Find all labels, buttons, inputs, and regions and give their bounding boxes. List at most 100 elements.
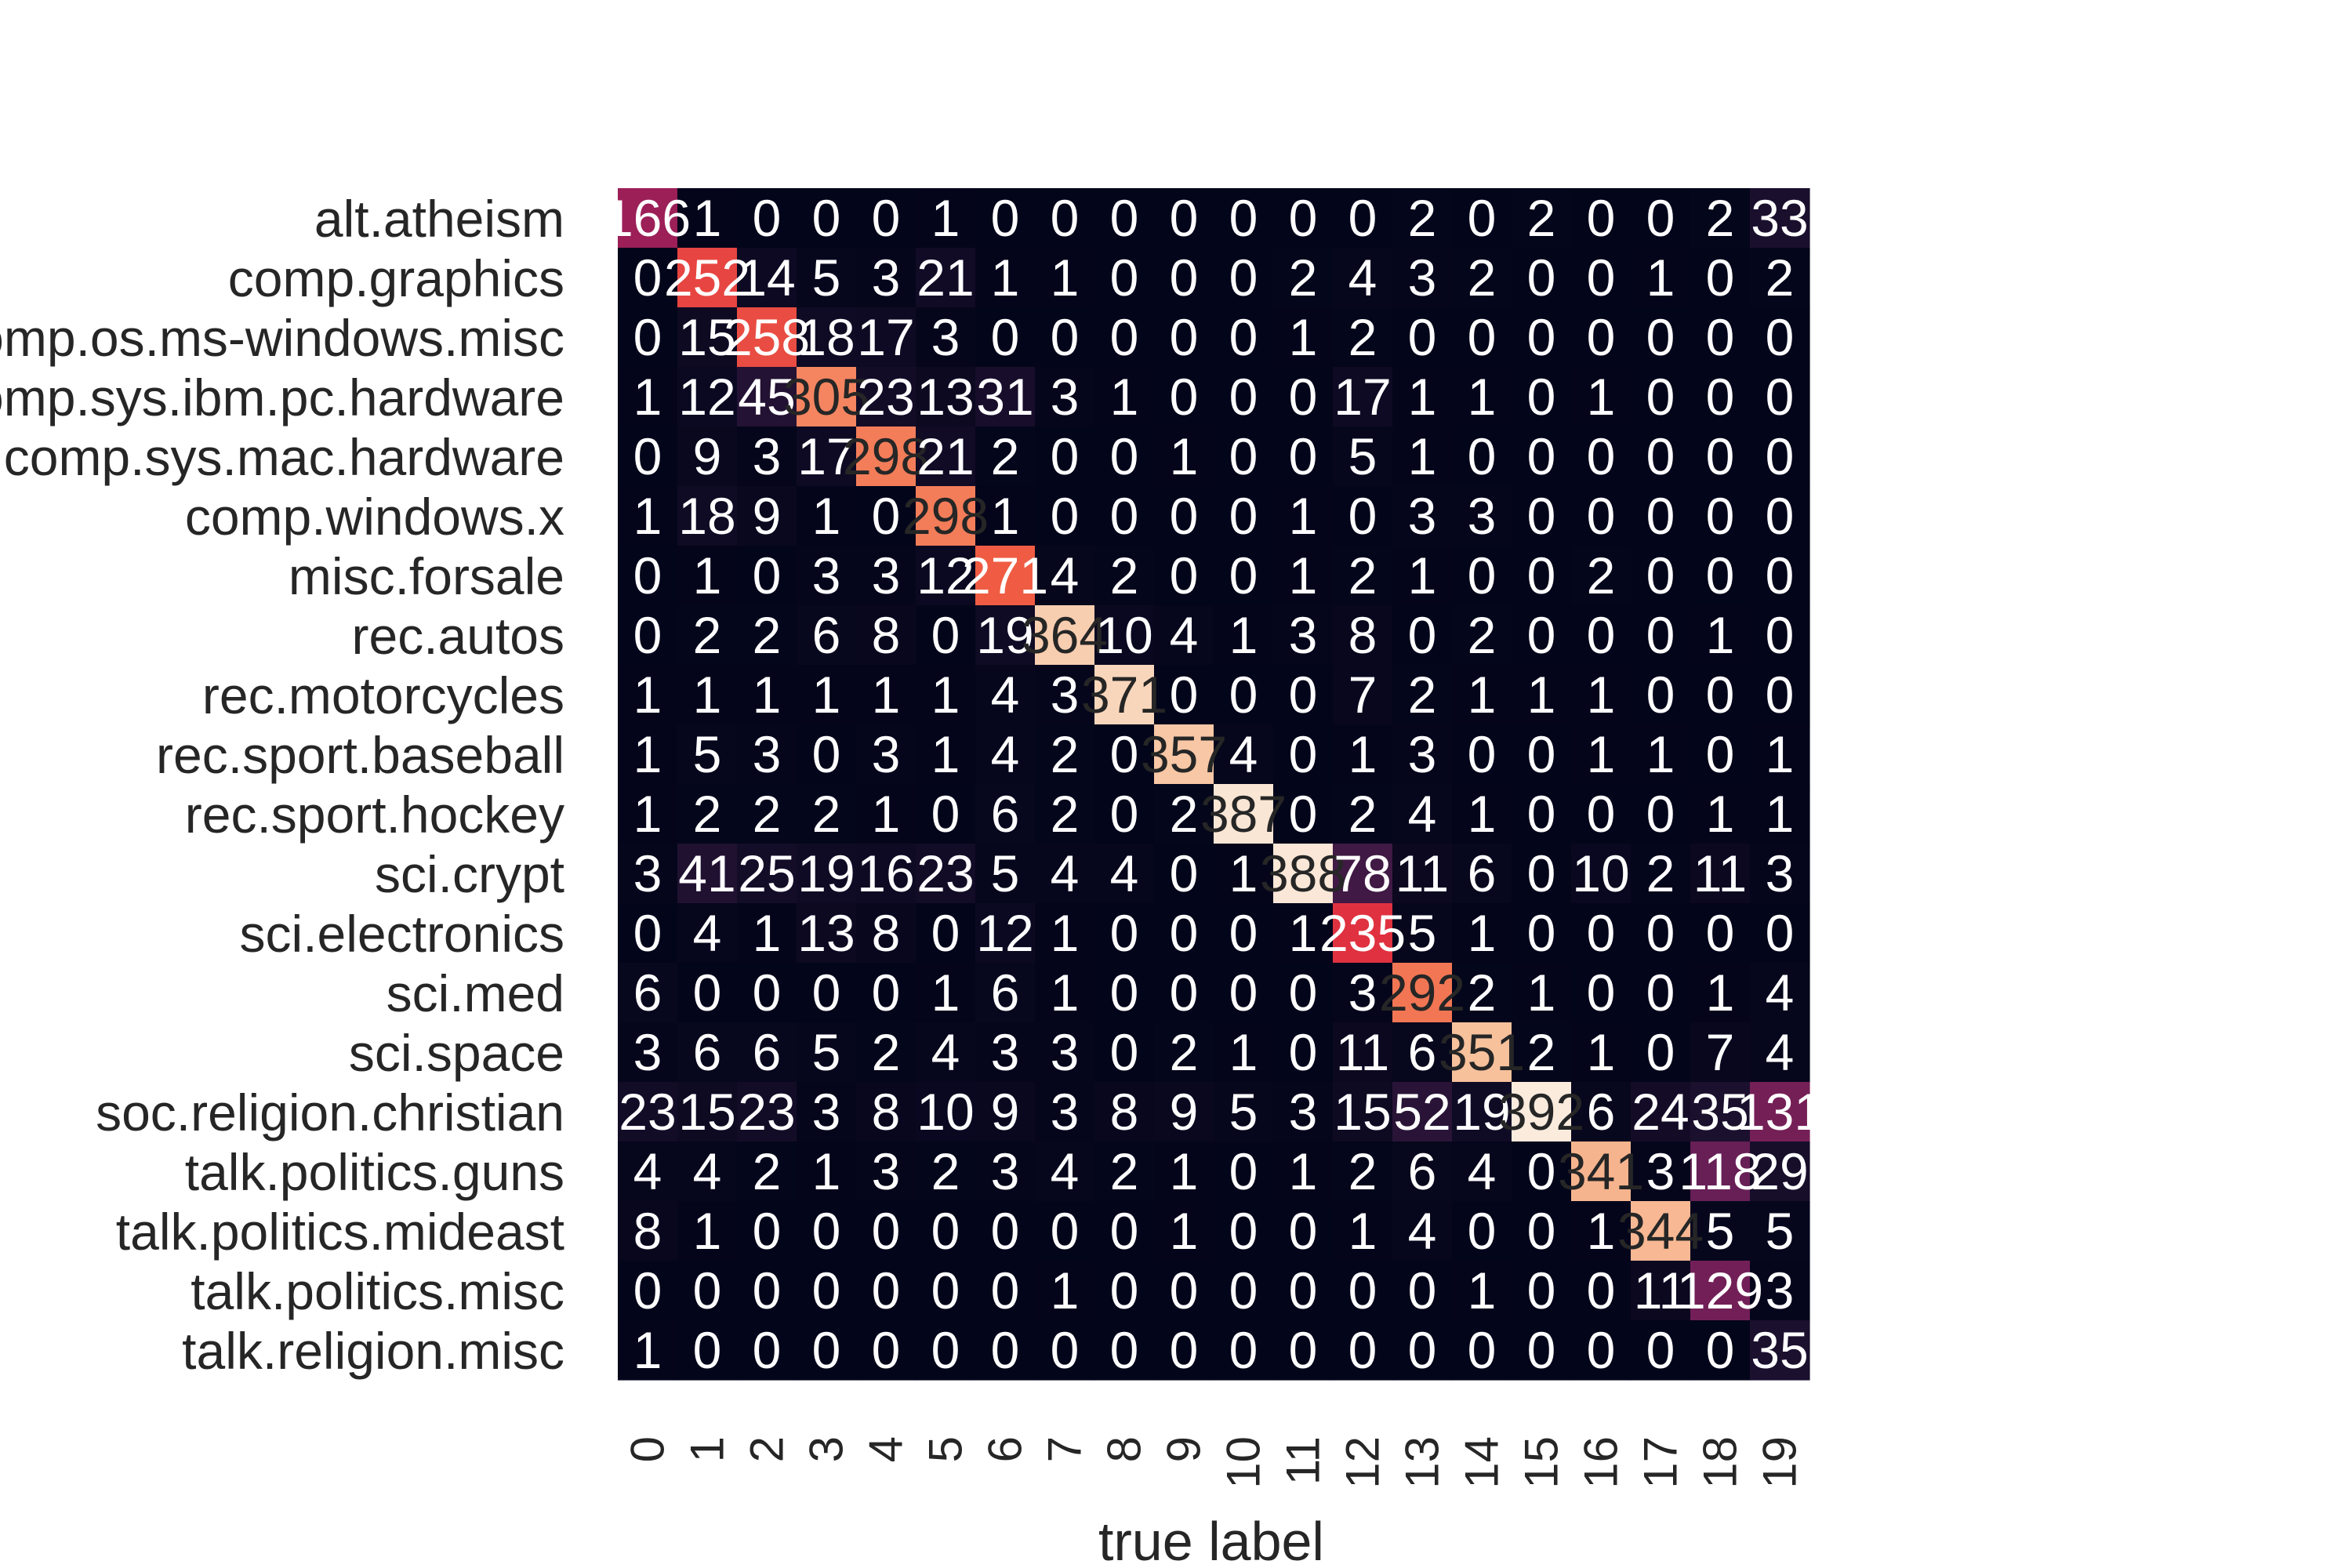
y-tick-label: talk.politics.misc bbox=[191, 1262, 564, 1320]
cell-value-label: 298 bbox=[843, 427, 929, 485]
cell-value-label: 10 bbox=[1572, 844, 1629, 902]
cell-value-label: 0 bbox=[693, 1261, 722, 1319]
heatmap-cell bbox=[1690, 367, 1751, 427]
heatmap-cell bbox=[1750, 665, 1810, 725]
cell-value-label: 1 bbox=[1051, 249, 1080, 307]
cell-value-label: 0 bbox=[1229, 666, 1258, 724]
cell-value-label: 4 bbox=[1110, 844, 1139, 902]
cell-value-label: 0 bbox=[1706, 368, 1735, 426]
heatmap-cell bbox=[1631, 665, 1691, 725]
cell-value-label: 1 bbox=[1051, 964, 1080, 1022]
cell-value-label: 5 bbox=[812, 1023, 841, 1081]
cell-value-label: 11 bbox=[1693, 844, 1748, 902]
heatmap-cell bbox=[1035, 844, 1095, 904]
heatmap-cell bbox=[1631, 248, 1691, 308]
cell-value-label: 0 bbox=[1706, 487, 1735, 545]
cell-value-label: 2 bbox=[1348, 785, 1377, 843]
heatmap-cell bbox=[797, 784, 857, 844]
cell-value-label: 1 bbox=[1468, 368, 1497, 426]
cell-value-label: 0 bbox=[1170, 189, 1199, 247]
cell-value-label: 0 bbox=[1766, 904, 1795, 962]
cell-value-label: 0 bbox=[1527, 487, 1556, 545]
cell-value-label: 0 bbox=[1587, 249, 1616, 307]
heatmap-cell bbox=[1512, 1320, 1572, 1381]
cell-value-label: 4 bbox=[1766, 1023, 1795, 1081]
cell-value-label: 1 bbox=[1170, 427, 1199, 485]
cell-value-label: 9 bbox=[991, 1083, 1020, 1141]
heatmap-cell bbox=[1690, 1142, 1751, 1202]
heatmap-cell bbox=[1273, 903, 1334, 964]
cell-value-label: 0 bbox=[812, 189, 841, 247]
cell-value-label: 0 bbox=[1110, 189, 1139, 247]
heatmap-cell bbox=[1631, 1261, 1691, 1321]
cell-value-label: 11 bbox=[1634, 1261, 1688, 1319]
heatmap-cell bbox=[1035, 546, 1095, 606]
heatmap-cell bbox=[1690, 963, 1751, 1023]
x-tick-label: 0 bbox=[622, 1436, 674, 1462]
heatmap-cell bbox=[1571, 1320, 1632, 1381]
cell-value-label: 0 bbox=[1646, 189, 1675, 247]
heatmap-cell bbox=[1333, 605, 1393, 666]
cell-value-label: 0 bbox=[1348, 487, 1377, 545]
y-tick-label: sci.med bbox=[387, 964, 564, 1022]
heatmap-cell bbox=[797, 426, 857, 487]
heatmap-cell bbox=[1333, 1022, 1393, 1083]
heatmap-cell bbox=[1452, 307, 1512, 368]
heatmap-cell bbox=[1154, 486, 1214, 546]
heatmap-cell bbox=[1452, 486, 1512, 546]
y-tick-label: comp.os.ms-windows.misc bbox=[0, 309, 564, 367]
heatmap-cell bbox=[1750, 1082, 1810, 1142]
heatmap-cell bbox=[1452, 1142, 1512, 1202]
heatmap-cell bbox=[1631, 426, 1691, 487]
cell-value-label: 0 bbox=[1468, 308, 1497, 366]
cell-value-label: 0 bbox=[991, 308, 1020, 366]
heatmap-cell bbox=[856, 724, 916, 785]
heatmap-cell bbox=[1273, 1082, 1334, 1142]
cell-value-label: 21 bbox=[916, 249, 974, 307]
cell-value-label: 0 bbox=[1527, 249, 1556, 307]
y-tick-label: rec.motorcycles bbox=[202, 666, 564, 724]
cell-value-label: 0 bbox=[991, 189, 1020, 247]
cell-value-label: 6 bbox=[991, 964, 1020, 1022]
heatmap-cell bbox=[1452, 1261, 1512, 1321]
heatmap-cell bbox=[1333, 1261, 1393, 1321]
y-tick-label: sci.electronics bbox=[240, 905, 564, 963]
heatmap-cell bbox=[1452, 1201, 1512, 1261]
heatmap-cell bbox=[677, 903, 738, 964]
cell-value-label: 1 bbox=[693, 1202, 722, 1260]
cell-value-label: 1 bbox=[1468, 785, 1497, 843]
cell-value-label: 1 bbox=[1706, 606, 1735, 664]
cell-value-label: 1 bbox=[1289, 308, 1318, 366]
heatmap-cell bbox=[856, 188, 916, 249]
cell-value-label: 1 bbox=[991, 249, 1020, 307]
x-tick-label: 14 bbox=[1456, 1436, 1508, 1489]
heatmap-cell bbox=[618, 248, 678, 308]
cell-value-label: 1 bbox=[1587, 725, 1616, 783]
cell-value-label: 0 bbox=[1051, 189, 1080, 247]
cell-value-label: 2 bbox=[1170, 785, 1199, 843]
heatmap-cell bbox=[1333, 546, 1393, 606]
heatmap-cell bbox=[975, 1320, 1036, 1381]
heatmap-cell bbox=[677, 546, 738, 606]
cell-value-label: 0 bbox=[1051, 487, 1080, 545]
cell-value-label: 0 bbox=[633, 904, 662, 962]
cell-value-label: 0 bbox=[1170, 546, 1199, 604]
cell-value-label: 0 bbox=[1527, 1202, 1556, 1260]
cell-value-label: 2 bbox=[1468, 964, 1497, 1022]
cell-value-label: 1 bbox=[1170, 1142, 1199, 1200]
heatmap-cell bbox=[618, 188, 678, 249]
x-tick-labels: 0 1 2 3 4 5 6 7 8 9 10 11 12 13 14 15 16 17 18 19 bbox=[622, 1436, 1806, 1489]
heatmap-cell bbox=[1273, 426, 1334, 487]
cell-value-label: 21 bbox=[916, 427, 974, 485]
cell-value-label: 1 bbox=[1229, 844, 1258, 902]
cell-value-label: 0 bbox=[633, 606, 662, 664]
cell-value-label: 4 bbox=[693, 1142, 722, 1200]
heatmap-cell bbox=[677, 1082, 738, 1142]
cell-value-label: 12 bbox=[678, 368, 735, 426]
cell-value-label: 0 bbox=[1706, 904, 1735, 962]
heatmap-cell bbox=[916, 248, 976, 308]
heatmap-cell bbox=[1273, 188, 1334, 249]
heatmap-cell bbox=[916, 367, 976, 427]
cell-value-label: 5 bbox=[693, 725, 722, 783]
heatmap-cell bbox=[1214, 1261, 1274, 1321]
